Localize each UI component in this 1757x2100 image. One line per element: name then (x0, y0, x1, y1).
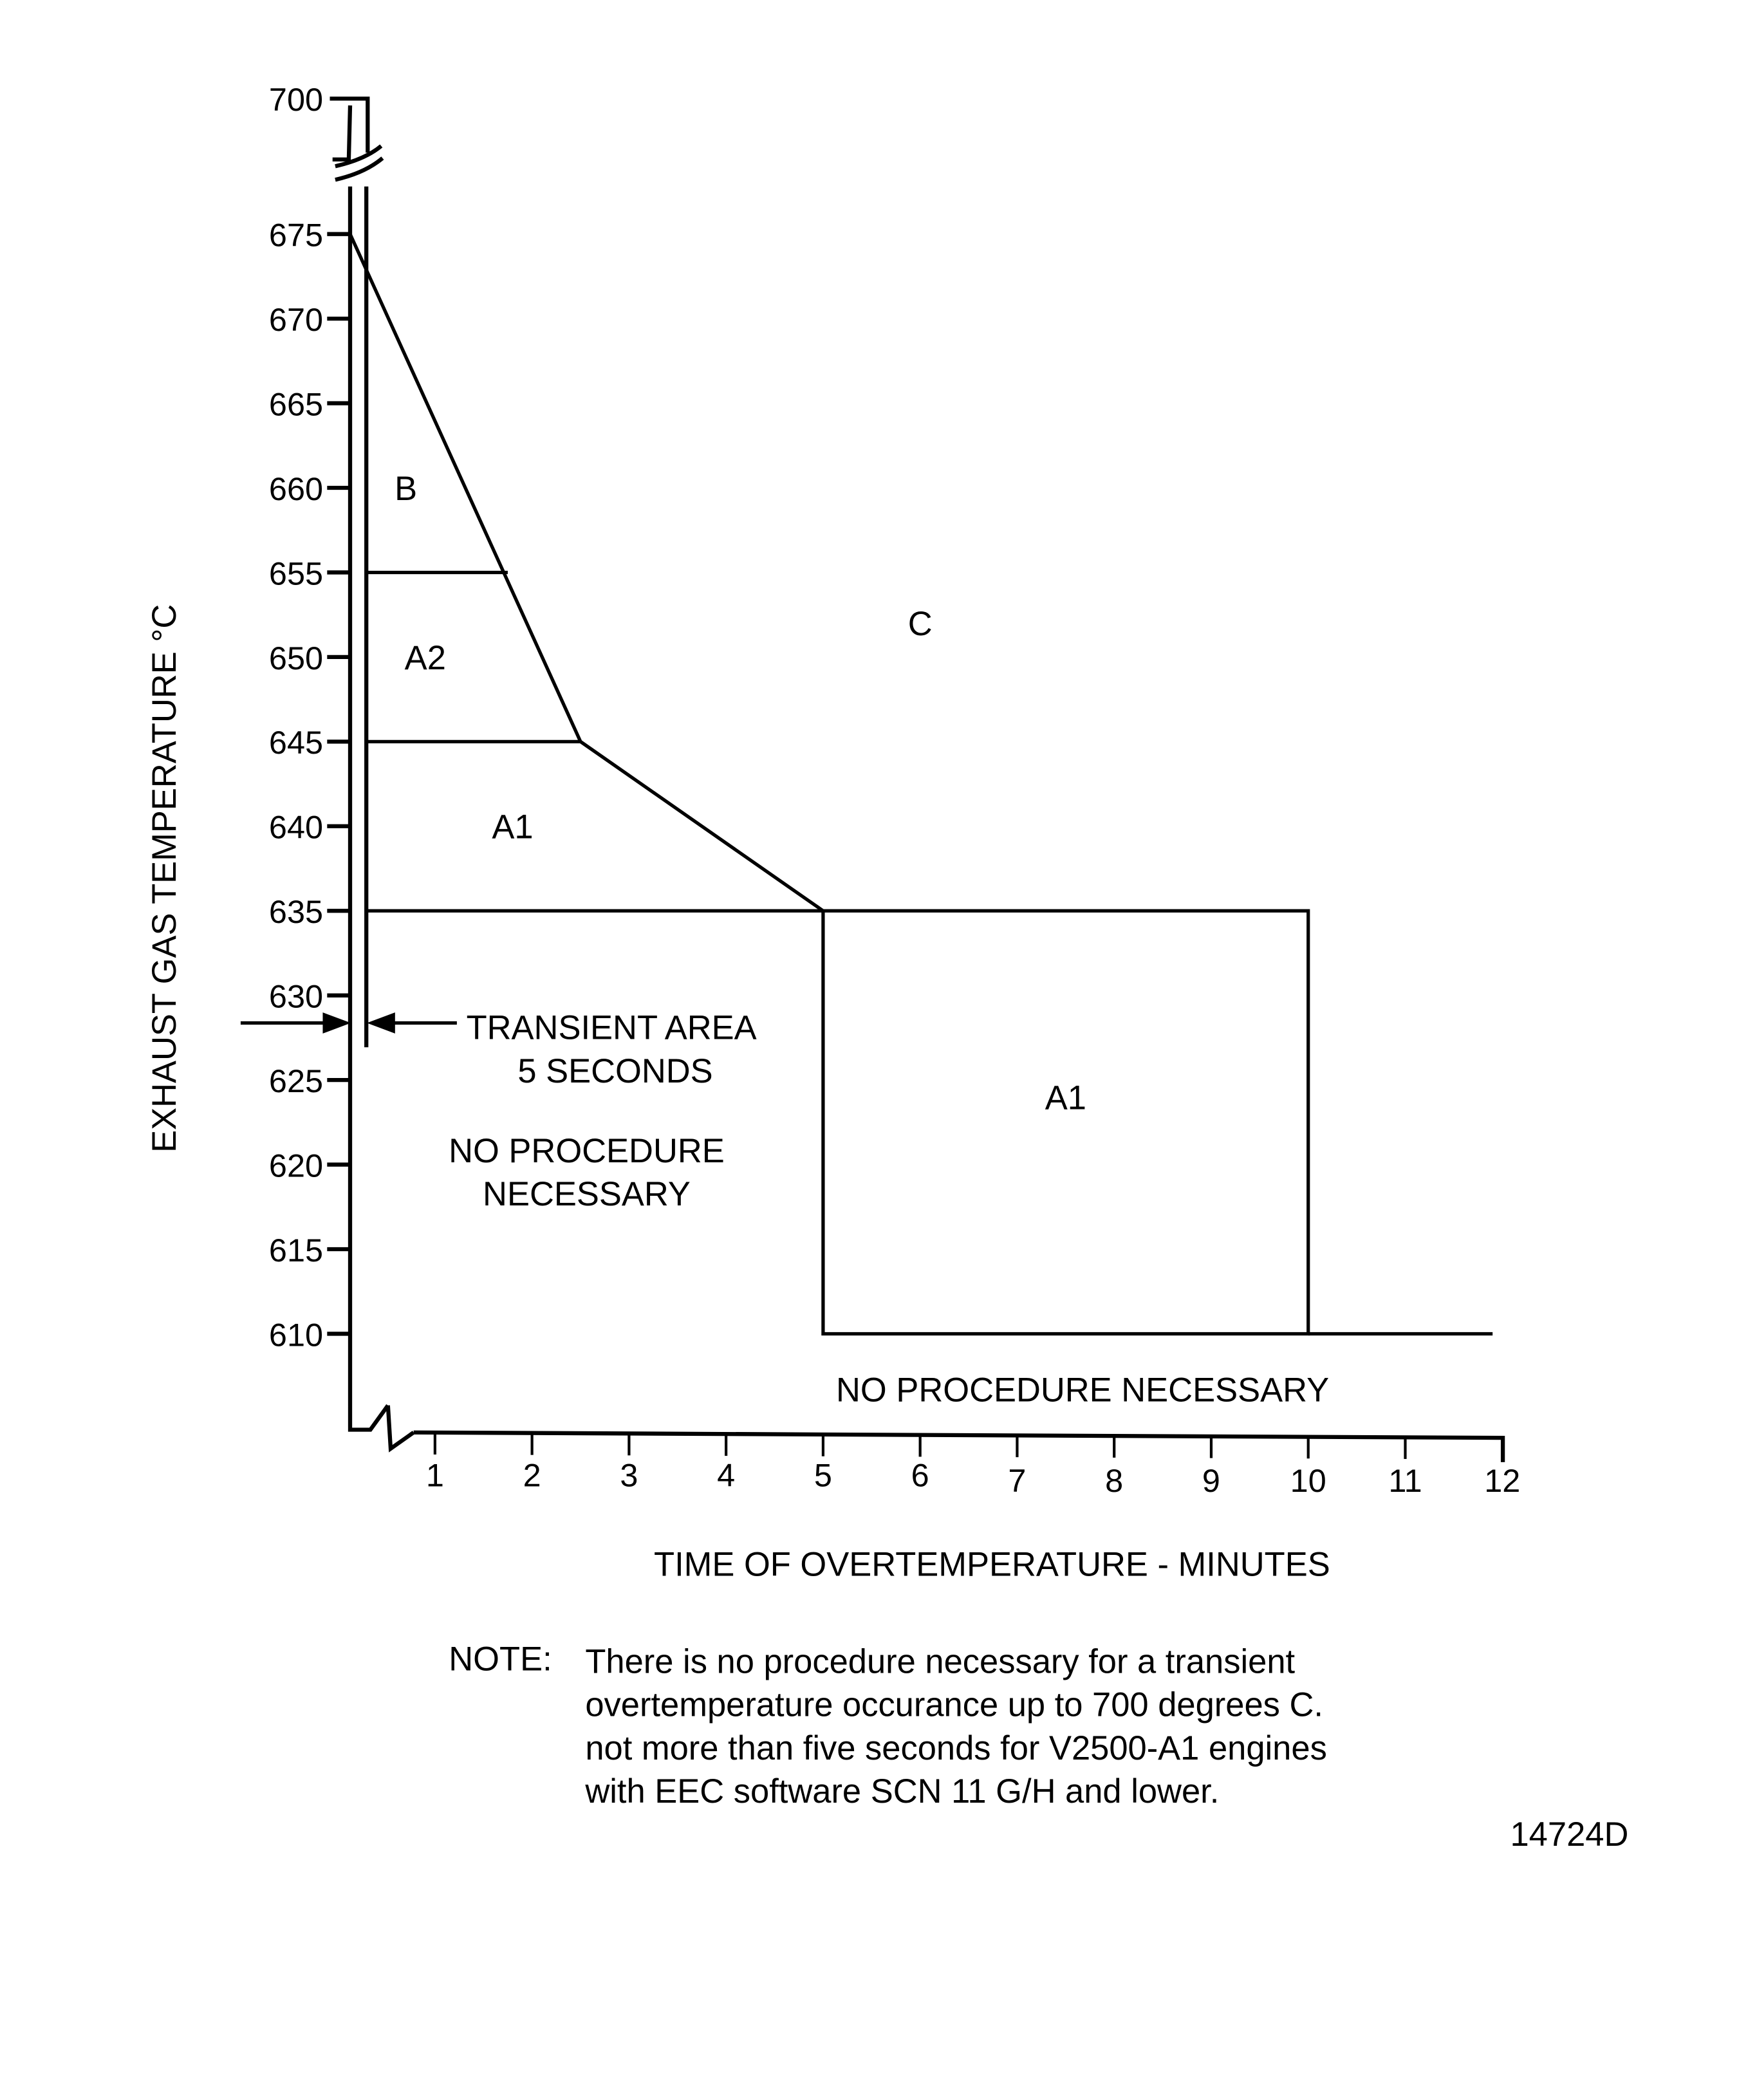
y-axis-label: EXHAUST GAS TEMPERATURE °C (145, 604, 183, 1153)
y-tick-label: 655 (269, 555, 323, 591)
y-tick-label: 640 (269, 809, 323, 846)
x-tick-label: 1 (426, 1457, 444, 1494)
y-tick-label: 665 (269, 386, 323, 422)
transient-label-1: TRANSIENT AREA (467, 1009, 757, 1047)
x-axis-line (413, 1430, 1505, 1462)
y-axis-line (348, 186, 390, 1432)
y-tick-label: 645 (269, 724, 323, 761)
x-tick-label: 9 (1202, 1462, 1220, 1499)
note-line: not more than five seconds for V2500-A1 … (585, 1729, 1326, 1767)
transient-label-2: 5 SECONDS (517, 1052, 712, 1090)
x-axis-break-icon (386, 1405, 415, 1453)
note-line: There is no procedure necessary for a tr… (585, 1642, 1295, 1680)
arrow-left-icon (367, 1012, 395, 1034)
y-tick-label: 620 (269, 1147, 323, 1184)
y-tick-label: 625 (269, 1063, 323, 1099)
region-label: A1 (492, 808, 533, 846)
no-procedure-left-1: NO PROCEDURE (449, 1132, 725, 1170)
y-tick-label: 630 (269, 978, 323, 1015)
note-line: overtemperature occurance up to 700 degr… (585, 1686, 1323, 1724)
x-tick-label: 5 (814, 1457, 832, 1494)
y-tick-label: 635 (269, 893, 323, 930)
y-tick-label: 660 (269, 470, 323, 507)
region-label: B (395, 470, 417, 508)
y-tick-label: 675 (269, 217, 323, 254)
y-axis-top (330, 97, 370, 162)
x-tick-label: 12 (1484, 1462, 1520, 1499)
figure-id: 14724D (1510, 1816, 1628, 1854)
y-axis-break-icon (335, 144, 384, 182)
arrow-right-icon (322, 1012, 351, 1034)
no-procedure-bottom: NO PROCEDURE NECESSARY (836, 1371, 1329, 1409)
x-tick-label: 8 (1105, 1462, 1123, 1499)
y-tick-label: 700 (269, 81, 323, 118)
x-tick-label: 2 (523, 1457, 541, 1494)
y-tick-label: 670 (269, 301, 323, 338)
x-tick-label: 7 (1008, 1462, 1026, 1499)
x-axis-label: TIME OF OVERTEMPERATURE - MINUTES (654, 1545, 1330, 1583)
y-tick-label: 650 (269, 640, 323, 676)
no-procedure-left-2: NECESSARY (483, 1175, 691, 1213)
region-label: A2 (405, 639, 446, 677)
x-tick-label: 3 (620, 1457, 638, 1494)
note-line: with EEC software SCN 11 G/H and lower. (584, 1772, 1219, 1810)
x-tick-label: 10 (1290, 1462, 1326, 1499)
x-tick-label: 11 (1388, 1462, 1422, 1499)
x-tick-label: 6 (911, 1457, 929, 1494)
y-tick-label: 610 (269, 1316, 323, 1353)
note-label: NOTE: (449, 1640, 552, 1678)
x-tick-label: 4 (717, 1457, 735, 1494)
y-tick-label: 615 (269, 1232, 323, 1268)
region-label: C (908, 605, 933, 643)
limit-boundary-line (366, 909, 1310, 1336)
region-label: A1 (1045, 1079, 1086, 1117)
